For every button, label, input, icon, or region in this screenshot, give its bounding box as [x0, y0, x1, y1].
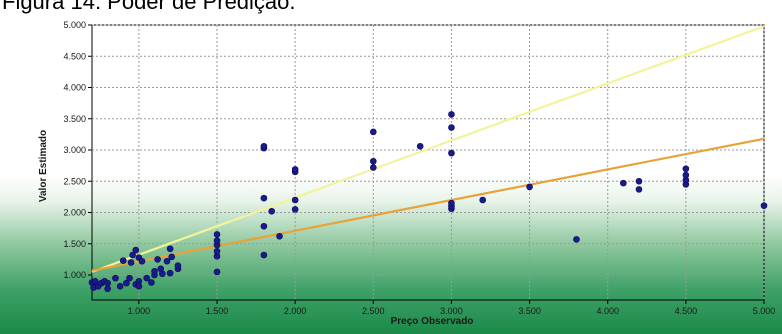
x-tick-label: 2.000 — [284, 306, 307, 316]
data-point — [268, 207, 276, 215]
trend-lines — [91, 25, 765, 273]
data-point — [174, 262, 182, 269]
data-point — [370, 128, 377, 136]
data-point — [119, 257, 127, 264]
data-point — [291, 166, 299, 173]
data-point — [116, 282, 124, 290]
data-point — [123, 279, 130, 287]
data-points — [88, 111, 768, 293]
data-point — [138, 257, 146, 265]
data-point — [132, 246, 140, 254]
data-point — [104, 279, 111, 287]
data-point — [143, 274, 150, 282]
data-point — [291, 196, 299, 204]
data-point — [148, 279, 155, 286]
data-point — [620, 179, 627, 187]
y-tick-label: 4.500 — [63, 51, 86, 61]
data-point — [448, 149, 455, 157]
data-point — [635, 186, 643, 193]
data-point — [112, 274, 119, 282]
x-tick-label: 3.500 — [518, 306, 541, 316]
y-axis-label: Valor Estimado — [38, 130, 49, 202]
y-tick-label: 2.500 — [63, 176, 86, 186]
x-tick-label: 4.500 — [675, 306, 698, 316]
y-axis-ticks: 1.000 1.500 2.000 2.500 3.000 3.500 4.000 4.500… — [63, 20, 92, 280]
x-tick-label: 1.000 — [128, 306, 151, 316]
data-point — [416, 142, 424, 150]
x-tick-label: 4.000 — [596, 306, 619, 316]
data-point — [104, 285, 111, 293]
data-point — [166, 245, 174, 253]
data-point — [370, 157, 377, 165]
chart-frame: 1.000 1.500 2.000 2.500 3.000 3.500 4.000 4.500… — [0, 16, 782, 334]
data-point — [573, 236, 580, 243]
data-point — [479, 196, 486, 204]
data-point — [159, 270, 166, 278]
y-tick-label: 4.000 — [63, 83, 86, 93]
data-point — [260, 142, 268, 150]
data-point — [129, 251, 136, 259]
y-tick-label: 1.000 — [63, 270, 86, 280]
x-axis-label: Preço Observado — [391, 316, 474, 327]
data-point — [154, 256, 161, 263]
data-point — [260, 222, 268, 230]
data-point — [260, 251, 268, 259]
reference-line — [91, 25, 765, 273]
data-point — [213, 247, 221, 255]
x-tick-label: 2.500 — [362, 306, 385, 316]
y-tick-label: 2.000 — [63, 208, 86, 218]
data-point — [276, 232, 283, 240]
data-point — [760, 202, 768, 209]
x-tick-label: 1.500 — [206, 306, 229, 316]
data-point — [291, 206, 299, 213]
data-point — [448, 199, 455, 207]
figure-caption: Figura 14: Poder de Predição. — [2, 0, 296, 14]
data-point — [91, 277, 99, 285]
data-point — [151, 267, 158, 275]
data-point — [213, 268, 221, 276]
data-point — [448, 111, 455, 118]
data-point — [682, 171, 690, 179]
y-tick-label: 1.500 — [63, 239, 86, 249]
data-point — [260, 194, 268, 202]
data-point — [213, 237, 221, 244]
data-point — [526, 183, 533, 191]
data-point — [448, 124, 455, 131]
data-point — [213, 231, 221, 238]
data-point — [635, 177, 643, 185]
x-tick-label: 5.000 — [753, 306, 776, 316]
y-tick-label: 3.000 — [63, 145, 86, 155]
data-point — [370, 164, 377, 171]
x-tick-label: 3.000 — [440, 306, 463, 316]
data-point — [163, 257, 171, 265]
data-point — [135, 282, 143, 290]
fit-line — [91, 137, 765, 272]
data-point — [126, 274, 133, 282]
data-point — [682, 165, 690, 173]
data-point — [127, 259, 135, 266]
x-axis-ticks: 1.000 1.500 2.000 2.500 3.000 3.500 4.000 4.500… — [128, 300, 776, 316]
y-tick-label: 3.500 — [63, 114, 86, 124]
data-point — [166, 269, 174, 277]
y-tick-label: 5.000 — [63, 20, 86, 30]
scatter-chart: 1.000 1.500 2.000 2.500 3.000 3.500 4.000 4.500… — [0, 16, 782, 334]
data-point — [168, 253, 176, 261]
